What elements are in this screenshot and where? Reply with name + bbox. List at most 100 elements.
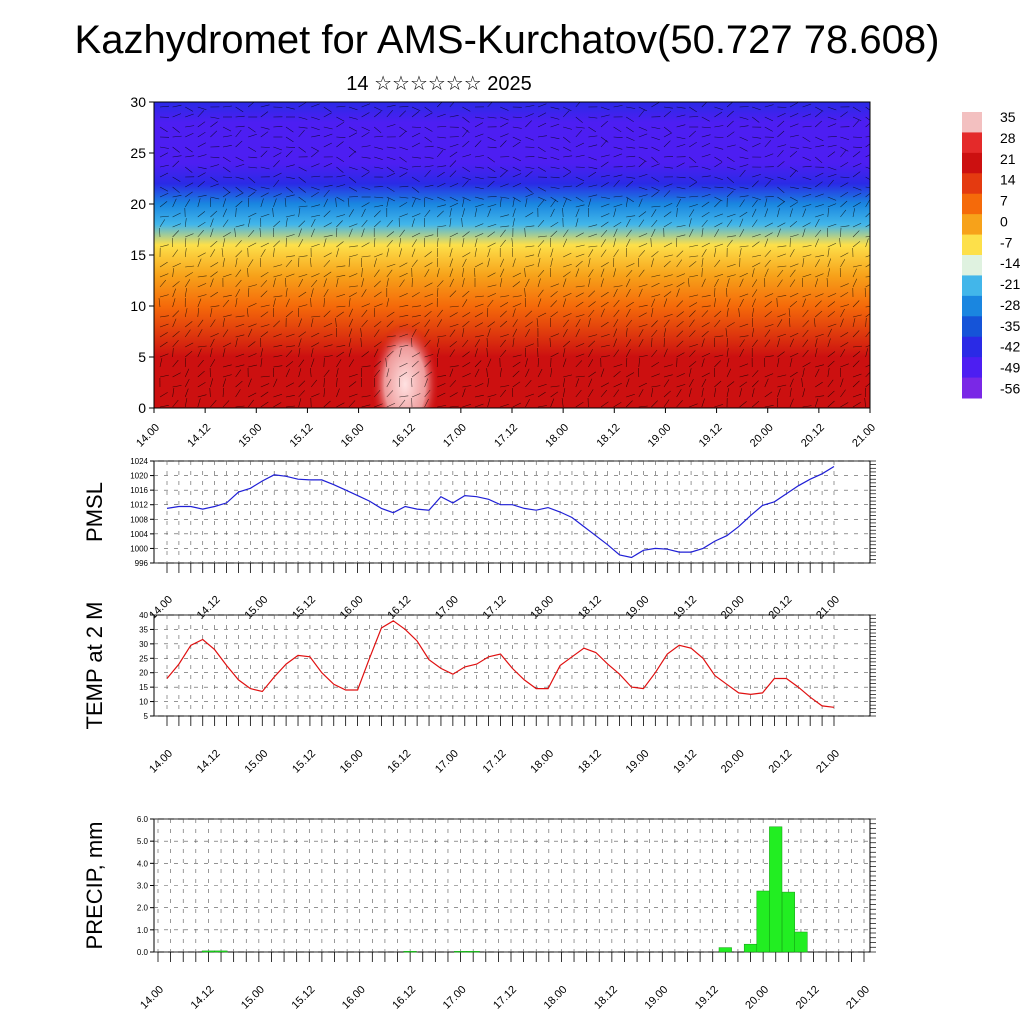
wind-barb (336, 141, 344, 148)
wind-barb (159, 186, 169, 192)
wind-barb (600, 344, 610, 348)
wind-barb (814, 259, 820, 268)
wind-barb (411, 111, 420, 118)
wind-barb (411, 218, 415, 228)
wind-barb (474, 267, 476, 278)
wind-barb (864, 287, 866, 298)
upper-air-y-tick-label: 5 (138, 349, 146, 365)
temp-y-tick-label: 40 (139, 611, 148, 620)
wind-barb (827, 268, 830, 278)
wind-barb (235, 380, 243, 388)
wind-barb (424, 209, 431, 218)
wind-barb (361, 186, 371, 190)
wind-barb (285, 150, 293, 158)
wind-barb (285, 350, 293, 358)
wind-barb (550, 357, 552, 368)
wind-barb (840, 227, 842, 238)
wind-barb (777, 130, 785, 138)
warm-core (371, 316, 439, 408)
colorbar-segment (962, 193, 982, 215)
wind-barb (273, 378, 278, 388)
wind-barb (172, 399, 179, 408)
wind-barb (676, 282, 685, 288)
pmsl-y-tick-label: 1024 (130, 457, 148, 466)
wind-barb (235, 364, 245, 368)
wind-barb (462, 198, 465, 208)
colorbar-segment (962, 336, 982, 358)
wind-barb (386, 220, 393, 228)
wind-barb (588, 224, 598, 228)
wind-barb (361, 156, 371, 159)
wind-barb (222, 378, 227, 388)
wind-barb (399, 196, 409, 199)
wind-barb (840, 349, 846, 358)
wind-barb (336, 278, 339, 288)
wind-barb (487, 258, 490, 268)
colorbar-label: -14 (1000, 255, 1020, 271)
wind-barb (298, 176, 306, 183)
wind-barb (525, 105, 535, 108)
wind-barb (247, 218, 251, 228)
wind-barb (777, 388, 781, 398)
wind-barb (512, 218, 515, 228)
wind-barb (827, 116, 837, 121)
wind-barb (298, 318, 302, 328)
wind-barb (248, 126, 256, 133)
wind-barb (537, 186, 547, 192)
wind-barb (726, 239, 733, 248)
wind-barb (575, 378, 580, 388)
wind-barb (537, 166, 546, 172)
precip-x-tick-label: 14.12 (189, 984, 217, 1012)
wind-barb (524, 267, 526, 278)
wind-barb (449, 258, 453, 268)
wind-barb (248, 242, 257, 248)
wind-barb (613, 228, 618, 238)
wind-barb (273, 298, 276, 308)
wind-barb (511, 238, 514, 248)
wind-barb (726, 278, 730, 288)
wind-barb (399, 130, 407, 138)
wind-barb (814, 218, 820, 228)
wind-barb (802, 176, 812, 181)
wind-barb (726, 213, 736, 218)
wind-barb (815, 145, 825, 148)
wind-barb (462, 140, 470, 148)
wind-barb (840, 292, 849, 298)
wind-barb (537, 278, 541, 288)
wind-barb (172, 310, 180, 318)
wind-barb (336, 274, 346, 278)
wind-barb (751, 328, 755, 338)
wind-barb (499, 239, 506, 248)
wind-barb (701, 142, 711, 148)
wind-barb (651, 388, 654, 398)
wind-barb (625, 238, 631, 248)
wind-barb (865, 276, 870, 278)
wind-barb (185, 342, 194, 348)
wind-barb (373, 307, 376, 318)
wind-barb (260, 348, 263, 358)
wind-barb (285, 237, 287, 248)
wind-barb (310, 228, 315, 238)
wind-barb (726, 298, 731, 308)
wind-barb (399, 273, 408, 278)
pmsl-x-tick-label: 17.00 (433, 594, 461, 622)
wind-barb (701, 295, 711, 298)
wind-barb (588, 309, 595, 318)
wind-barb (827, 179, 834, 188)
wind-barb (374, 303, 383, 308)
wind-barb (638, 288, 643, 298)
wind-barb (626, 176, 636, 179)
wind-barb (752, 106, 761, 111)
wind-barb (550, 391, 559, 398)
wind-barb (386, 311, 395, 318)
wind-barb (789, 146, 799, 149)
wind-barb (815, 273, 824, 278)
wind-barb (298, 186, 306, 193)
wind-barb (663, 390, 671, 398)
wind-barb (613, 268, 617, 278)
wind-barb (436, 247, 439, 258)
wind-barb (663, 399, 670, 408)
wind-barb (714, 176, 723, 181)
wind-barb (210, 164, 220, 168)
wind-barb (777, 120, 785, 128)
